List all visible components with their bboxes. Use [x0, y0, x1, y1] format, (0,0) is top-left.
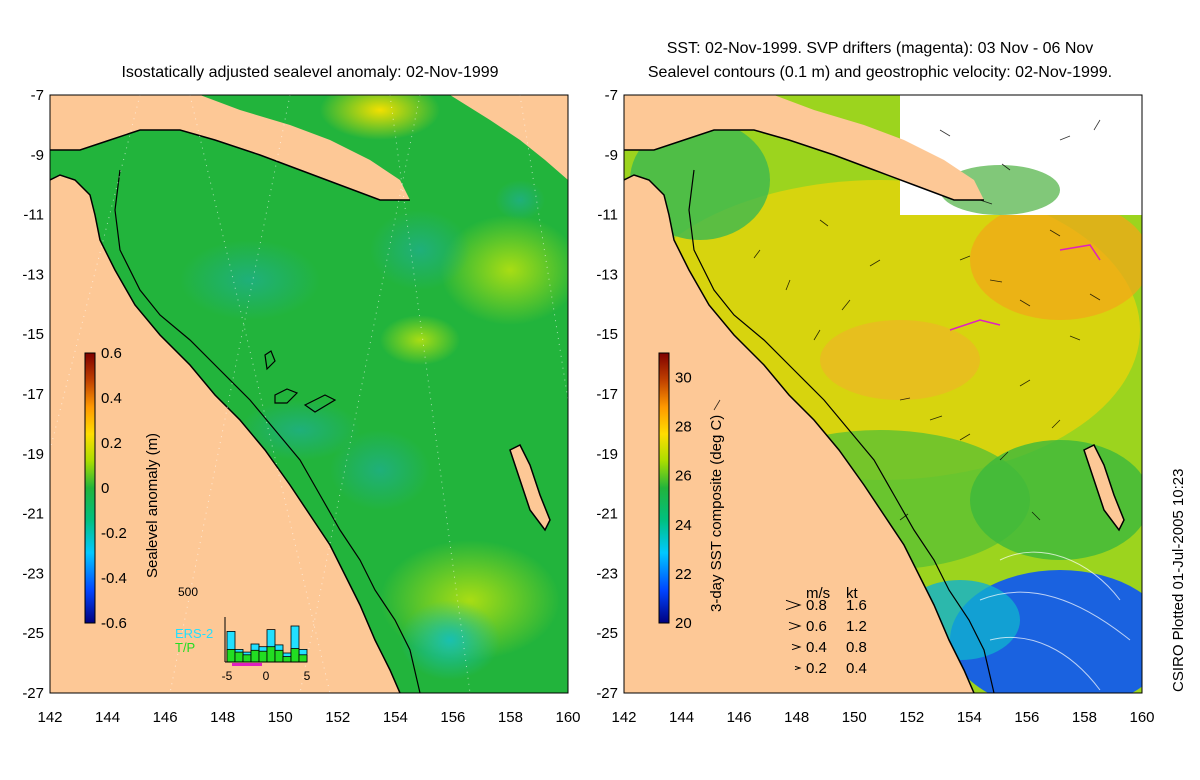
left-islands — [450, 95, 568, 180]
left-shelf-contour — [114, 169, 421, 693]
left-australia-land — [50, 175, 400, 693]
right-map-panel — [624, 95, 1142, 693]
left-panel-title: Isostatically adjusted sealevel anomaly:… — [121, 64, 499, 81]
right-panel-title-line1: SST: 02-Nov-1999. SVP drifters (magenta)… — [666, 40, 1094, 57]
credit-text: CSIRO Plotted 01-Jul-2005 10:23 — [1170, 468, 1187, 692]
right-panel-title-line2: Sealevel contours (0.1 m) and geostrophi… — [647, 64, 1113, 81]
left-new-guinea-land — [50, 95, 410, 200]
left-coastline — [50, 174, 401, 693]
